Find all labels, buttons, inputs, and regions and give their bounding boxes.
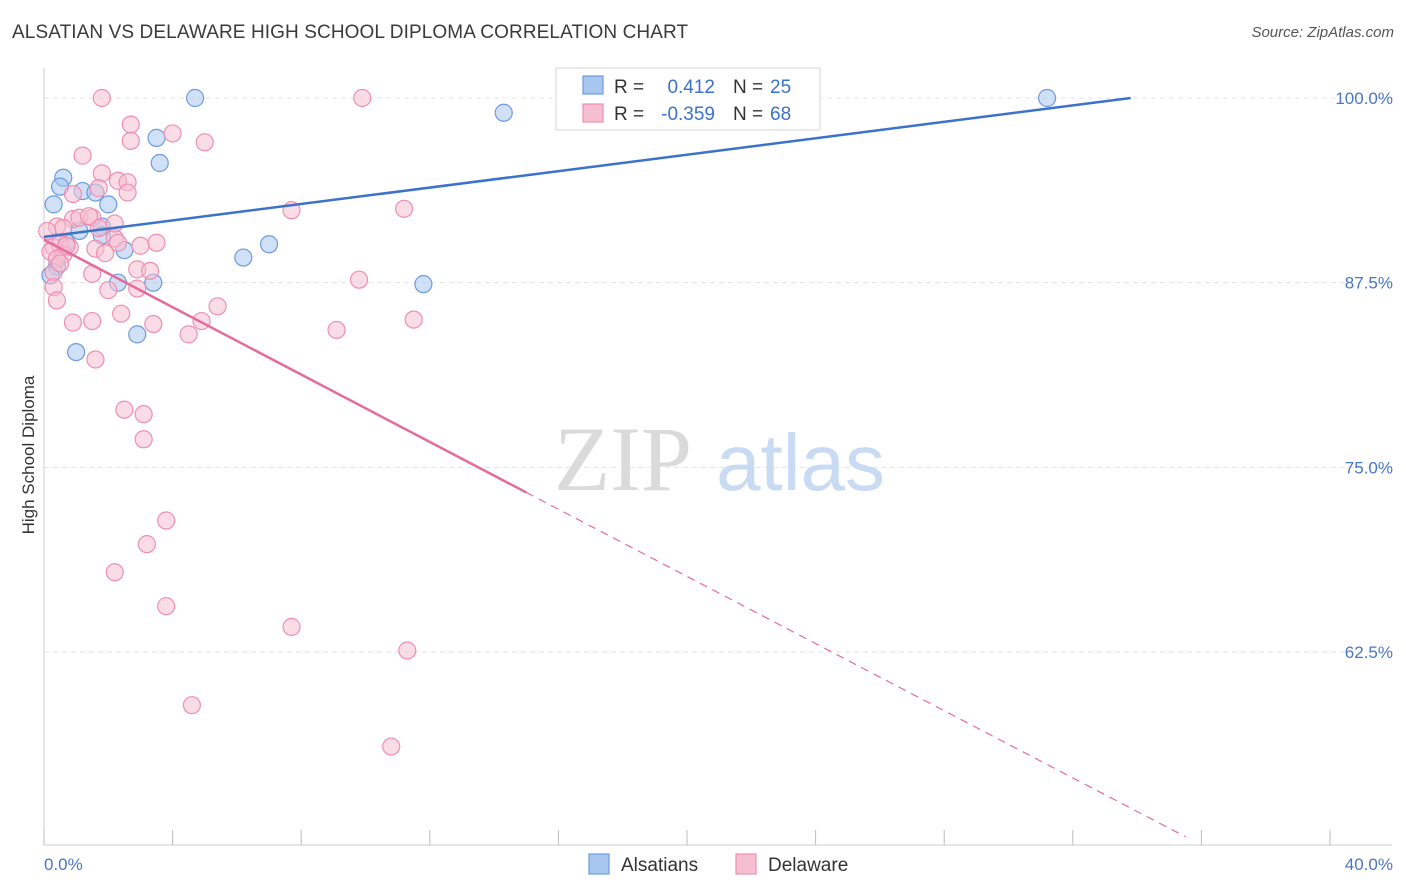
point-delaware (349, 270, 369, 289)
point-delaware (163, 124, 182, 143)
point-delaware (327, 320, 346, 340)
y-tick-label: 75.0% (1345, 458, 1393, 477)
bottom-legend-swatch-delaware (735, 853, 757, 875)
point-alsatians (150, 153, 169, 173)
point-delaware (140, 261, 160, 280)
legend: R = 0.412 N = 25 R = -0.359 N = 68 (555, 67, 821, 131)
bottom-legend-label-delaware: Delaware (768, 855, 848, 876)
point-delaware (86, 350, 105, 369)
point-delaware (398, 641, 417, 660)
watermark-atlas: atlas (716, 418, 885, 507)
legend-row-alsatians: R = 0.412 N = 25 (582, 75, 791, 98)
point-delaware (115, 400, 134, 419)
legend-swatch-pink (582, 103, 604, 123)
point-delaware (63, 313, 83, 332)
y-tick-label: 62.5% (1345, 643, 1393, 662)
chart-title: ALSATIAN VS DELAWARE HIGH SCHOOL DIPLOMA… (12, 22, 689, 43)
x-tick-label: 40.0% (1345, 855, 1393, 874)
point-delaware (144, 314, 163, 334)
legend-r-label: R = (614, 104, 644, 125)
legend-n-label: N = (733, 104, 763, 125)
point-delaware (79, 207, 99, 226)
legend-n-label: N = (733, 77, 763, 98)
watermark-zip: ZIP (554, 408, 692, 510)
point-delaware (121, 115, 140, 134)
point-delaware (105, 563, 124, 582)
bottom-legend-label-alsatians: Alsatians (621, 855, 698, 876)
watermark: ZIP atlas (554, 408, 885, 510)
point-alsatians (99, 195, 118, 214)
point-delaware (195, 133, 214, 152)
point-delaware (404, 310, 423, 329)
point-delaware (182, 696, 201, 715)
point-delaware (134, 405, 153, 424)
point-delaware (157, 597, 176, 616)
point-delaware (89, 179, 108, 198)
trend-layer (43, 96, 1186, 838)
legend-r-value: -0.359 (661, 104, 715, 125)
tick-labels: 100.0% 87.5% 75.0% 62.5% 0.0% 40.0% (44, 89, 1393, 874)
point-delaware (99, 280, 118, 300)
x-tick-label: 0.0% (44, 855, 83, 874)
legend-r-value: 0.412 (667, 77, 715, 98)
source-label: Source: ZipAtlas.com (1251, 24, 1394, 41)
point-delaware (382, 737, 401, 756)
point-alsatians (147, 128, 166, 147)
point-alsatians (67, 343, 86, 362)
axes-layer (43, 68, 1392, 846)
point-delaware (131, 236, 150, 255)
point-delaware (121, 131, 140, 150)
point-delaware (92, 164, 111, 183)
point-delaware (137, 535, 156, 554)
legend-r-label: R = (614, 77, 644, 98)
trendline-delaware-extension (525, 491, 1186, 838)
point-alsatians (494, 103, 513, 122)
trendline-alsatians (43, 96, 1131, 239)
point-delaware (394, 199, 414, 218)
point-delaware (282, 617, 301, 636)
y-tick-label: 87.5% (1345, 274, 1393, 293)
point-delaware (134, 430, 153, 449)
legend-row-delaware: R = -0.359 N = 68 (582, 103, 791, 125)
legend-n-value: 25 (770, 77, 791, 98)
point-delaware (147, 233, 166, 252)
points-layer (38, 88, 1057, 756)
point-delaware (208, 297, 227, 316)
point-alsatians (44, 195, 63, 214)
point-delaware (118, 183, 137, 202)
point-delaware (92, 88, 111, 108)
legend-n-value: 68 (770, 104, 791, 125)
point-delaware (73, 146, 92, 165)
point-delaware (50, 254, 70, 273)
grid-layer (44, 97, 1392, 653)
y-tick-label: 100.0% (1335, 89, 1393, 108)
point-alsatians (128, 325, 147, 344)
point-delaware (108, 233, 128, 252)
point-delaware (83, 311, 102, 331)
point-delaware (95, 244, 115, 263)
point-delaware (63, 184, 83, 204)
point-alsatians (234, 248, 253, 267)
point-alsatians (259, 235, 279, 254)
point-delaware (157, 511, 176, 530)
point-alsatians (1037, 88, 1057, 108)
point-delaware (179, 325, 198, 344)
legend-swatch-blue (582, 75, 604, 95)
point-delaware (47, 291, 66, 310)
point-delaware (353, 88, 372, 108)
bottom-legend: Alsatians Delaware (588, 853, 848, 876)
bottom-legend-swatch-alsatians (588, 853, 610, 875)
point-alsatians (186, 88, 205, 108)
point-alsatians (414, 275, 433, 294)
y-axis-label: High School Diploma (19, 375, 38, 534)
trendline-delaware (43, 238, 527, 494)
point-delaware (112, 304, 131, 323)
